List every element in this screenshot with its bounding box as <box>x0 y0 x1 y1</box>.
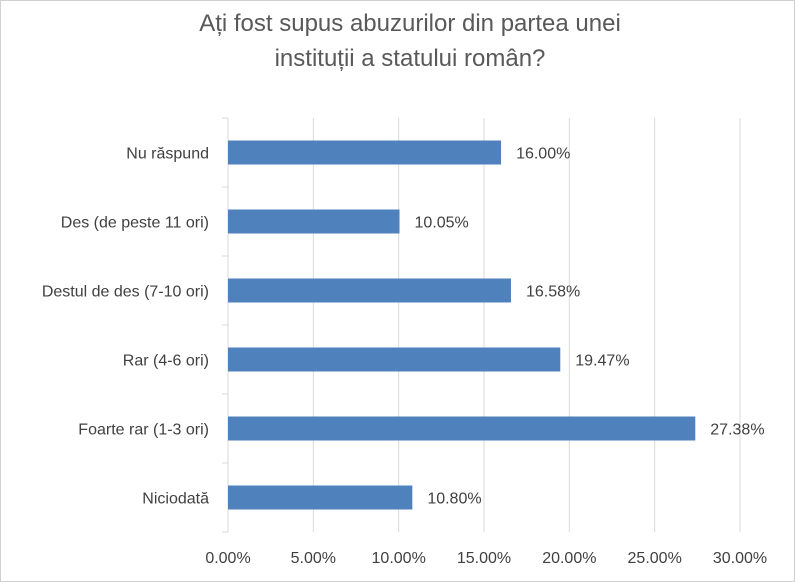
bar <box>228 140 502 165</box>
data-label: 27.38% <box>710 422 764 439</box>
chart-title: Ați fost supus abuzurilor din partea une… <box>150 6 670 76</box>
category-label: Niciodată <box>142 491 209 508</box>
data-label: 19.47% <box>575 353 629 370</box>
bar <box>228 485 413 510</box>
chart-title-line2: instituții a statului român? <box>274 45 546 72</box>
data-label: 10.05% <box>415 215 469 232</box>
data-label: 16.58% <box>526 284 580 301</box>
x-tick-label: 10.00% <box>372 550 426 567</box>
x-tick-label: 20.00% <box>542 550 596 567</box>
x-tick-label: 5.00% <box>291 550 336 567</box>
data-label: 16.00% <box>516 146 570 163</box>
x-tick-label: 15.00% <box>457 550 511 567</box>
category-label: Foarte rar (1-3 ori) <box>78 422 209 439</box>
category-label: Des (de peste 11 ori) <box>61 215 209 232</box>
data-label: 10.80% <box>427 491 481 508</box>
x-tick-label: 25.00% <box>628 550 682 567</box>
bar <box>228 278 511 303</box>
bar <box>228 416 696 441</box>
x-tick-label: 0.00% <box>205 550 250 567</box>
category-label: Destul de des (7-10 ori) <box>42 284 209 301</box>
category-label: Rar (4-6 ori) <box>123 353 209 370</box>
x-tick-label: 30.00% <box>713 550 767 567</box>
chart-title-line1: Ați fost supus abuzurilor din partea une… <box>199 10 621 37</box>
bar <box>228 209 400 234</box>
category-label: Nu răspund <box>126 146 209 163</box>
bar <box>228 347 561 372</box>
